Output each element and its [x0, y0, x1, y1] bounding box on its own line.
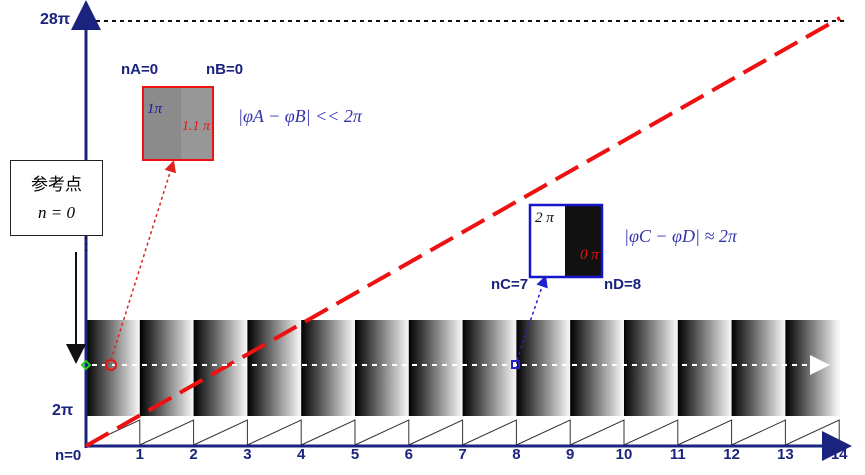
label-n-c: nC=7 — [491, 276, 529, 293]
x-axis-origin-label: n=0 — [55, 447, 82, 464]
fringe-period — [355, 320, 410, 416]
y-axis-top-label: 28π — [40, 11, 71, 28]
sawtooth-line — [85, 419, 840, 446]
fringe-period — [247, 320, 302, 416]
label-n-d: nD=8 — [604, 276, 642, 293]
label-n-b: nB=0 — [206, 61, 244, 78]
phase-value-a: 1π — [147, 101, 163, 117]
unwrapped-phase-line — [85, 16, 841, 448]
phase-value-c: 2 π — [535, 210, 554, 226]
phase-value-d: 0 π — [580, 247, 599, 263]
phase-value-b: 1.1 π — [182, 119, 211, 134]
y-axis-low-label: 2π — [52, 402, 74, 419]
x-axis-tick-label: 14 — [830, 446, 848, 463]
phase-box-cd — [528, 203, 604, 279]
x-axis-tick-label: 10 — [615, 446, 633, 463]
x-axis-tick-label: 12 — [723, 446, 740, 463]
fringe-pattern — [86, 320, 840, 416]
relation-cd: |φC − φD| ≈ 2π — [624, 226, 737, 246]
x-axis-tick-label: 11 — [669, 446, 686, 463]
x-axis-tick-label: 7 — [458, 446, 467, 463]
wrapped-phase-sawtooth — [85, 419, 840, 446]
x-axis-tick-label: 6 — [404, 446, 413, 463]
fringe-period — [785, 320, 840, 416]
fringe-period — [516, 320, 571, 416]
x-axis-tick-label: 13 — [777, 446, 794, 463]
point-c-marker — [511, 360, 520, 369]
fringe-period — [462, 320, 517, 416]
label-n-a: nA=0 — [121, 61, 159, 78]
relation-ab: |φA − φB| << 2π — [238, 106, 362, 126]
fringe-period — [624, 320, 679, 416]
fringe-period — [731, 320, 786, 416]
x-axis-tick-label: 3 — [243, 446, 252, 463]
x-axis-tick-label: 8 — [512, 446, 521, 463]
reference-point-box: 参考点 n = 0 — [10, 160, 103, 236]
x-axis-tick-label: 2 — [189, 446, 198, 463]
fringe-period — [86, 320, 141, 416]
point-a-pointer — [110, 160, 177, 361]
fringe-period — [570, 320, 625, 416]
phase-box-ab — [142, 86, 214, 161]
x-axis-tick-label: 9 — [566, 446, 575, 463]
x-axis-tick-label: 1 — [135, 446, 144, 463]
reference-point-index: n = 0 — [38, 203, 75, 222]
reference-point-title: 参考点 — [31, 175, 82, 194]
reference-point-marker — [80, 359, 92, 371]
fringe-period — [301, 320, 356, 416]
fringe-period — [408, 320, 464, 416]
fringe-period — [677, 320, 733, 416]
x-axis-tick-label: 5 — [350, 446, 360, 463]
x-axis-tick-label: 4 — [297, 446, 306, 463]
point-c-pointer — [516, 275, 548, 361]
